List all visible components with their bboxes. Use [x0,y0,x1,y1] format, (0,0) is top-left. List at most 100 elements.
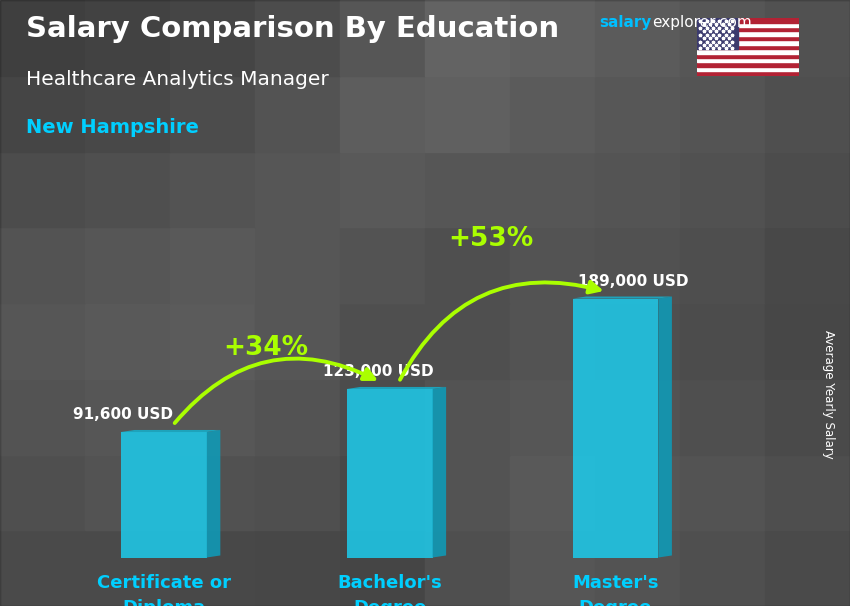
Bar [425,303,510,379]
Bar [0,152,85,227]
Bar [510,76,595,152]
Bar [595,76,680,152]
Bar [765,76,850,152]
Bar [765,454,850,530]
Bar [680,76,765,152]
Bar [340,152,425,227]
Polygon shape [573,299,659,558]
Bar [680,0,765,76]
Bar [85,152,170,227]
Bar [595,454,680,530]
Polygon shape [433,387,446,558]
Bar [510,227,595,303]
Bar [680,152,765,227]
Bar [255,379,340,454]
Bar [340,0,425,76]
Bar [85,227,170,303]
Bar [85,0,170,76]
Bar [340,227,425,303]
Bar [595,152,680,227]
Bar [255,0,340,76]
Bar [170,76,255,152]
Bar [510,379,595,454]
Bar [0,76,85,152]
Bar [595,530,680,606]
Bar [255,530,340,606]
Bar [765,530,850,606]
Bar [340,454,425,530]
Bar [595,379,680,454]
Bar [170,0,255,76]
Bar [255,454,340,530]
Polygon shape [121,432,207,558]
Text: 123,000 USD: 123,000 USD [323,364,434,379]
Bar [510,530,595,606]
Bar [340,76,425,152]
Bar [425,454,510,530]
Bar [595,303,680,379]
Polygon shape [347,387,446,389]
Bar [170,379,255,454]
Bar [425,76,510,152]
Text: +53%: +53% [449,226,534,252]
Bar [697,27,799,32]
Bar [0,530,85,606]
Bar [85,530,170,606]
Bar [510,0,595,76]
Bar [0,379,85,454]
Bar [85,303,170,379]
Bar [680,227,765,303]
Bar [0,0,85,76]
Bar [697,45,799,49]
Polygon shape [573,296,672,299]
Bar [0,303,85,379]
Bar [765,0,850,76]
Bar [697,53,799,58]
Bar [170,227,255,303]
Bar [510,152,595,227]
Bar [85,379,170,454]
Bar [425,379,510,454]
Bar [425,227,510,303]
Bar [0,227,85,303]
Bar [697,18,799,22]
Bar [697,62,799,67]
Text: 189,000 USD: 189,000 USD [578,274,688,289]
Bar [765,227,850,303]
Bar [425,0,510,76]
Bar [340,379,425,454]
Bar [680,454,765,530]
Bar [425,152,510,227]
Bar [697,36,799,41]
Bar [697,41,799,45]
Text: explorer.com: explorer.com [652,15,751,30]
Bar [680,530,765,606]
Text: Average Yearly Salary: Average Yearly Salary [822,330,836,458]
Bar [697,18,738,49]
Bar [340,303,425,379]
Bar [170,530,255,606]
Text: Healthcare Analytics Manager: Healthcare Analytics Manager [26,70,328,88]
Bar [765,303,850,379]
Bar [765,379,850,454]
Bar [510,303,595,379]
Bar [170,303,255,379]
Bar [595,227,680,303]
Bar [765,152,850,227]
Bar [170,152,255,227]
Text: salary: salary [599,15,652,30]
Bar [697,67,799,72]
Bar [425,530,510,606]
Bar [697,72,799,76]
Polygon shape [347,389,433,558]
Bar [85,76,170,152]
Bar [697,32,799,36]
Bar [255,227,340,303]
Polygon shape [207,430,220,558]
Bar [680,379,765,454]
Bar [0,454,85,530]
Polygon shape [121,430,220,432]
Bar [510,454,595,530]
Bar [255,76,340,152]
Bar [697,22,799,27]
